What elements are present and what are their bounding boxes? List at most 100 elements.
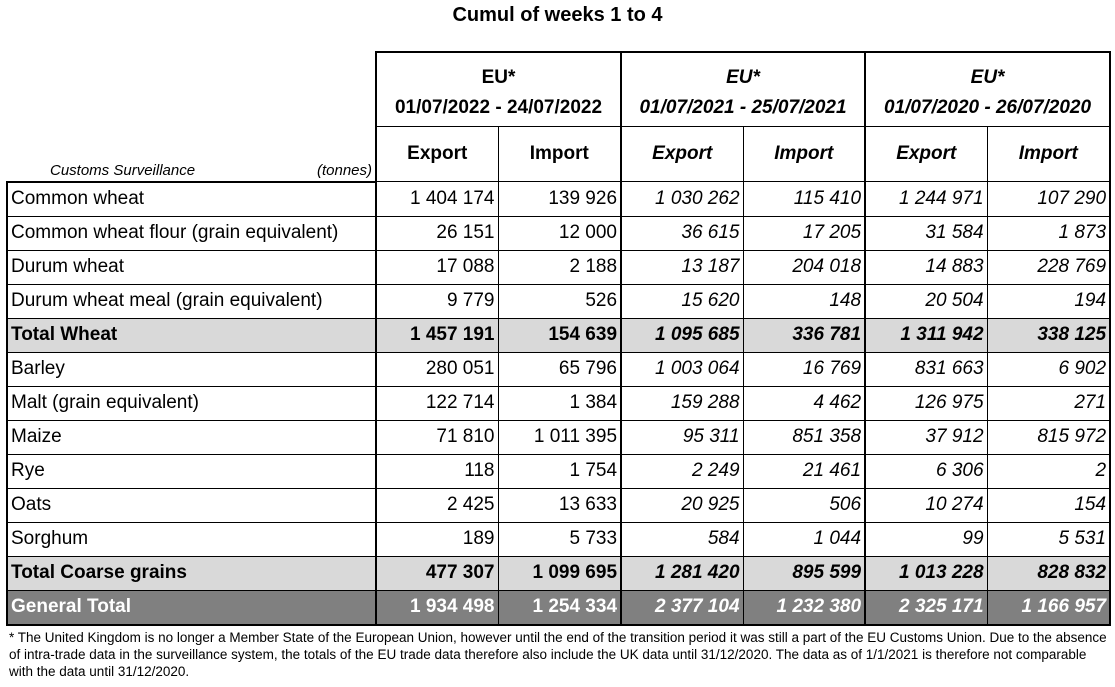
table-row: Durum wheat meal (grain equivalent) 9 779… (6, 283, 1112, 319)
import-value-cell: 154 639 (497, 317, 623, 353)
import-value-cell: 1 099 695 (497, 555, 623, 591)
import-value-cell: 154 (986, 487, 1112, 523)
export-value-cell: 36 615 (620, 215, 744, 251)
table-row: Malt (grain equivalent) 122 714 1 384 159 2… (6, 385, 1112, 421)
subtotal-row: Total Wheat 1 457 191 154 639 1 095 685 336 … (6, 317, 1112, 353)
export-value-cell: 2 249 (620, 453, 744, 489)
import-value-cell: 828 832 (986, 555, 1112, 591)
export-value-cell: 1 244 971 (864, 181, 988, 217)
row-label: Total Wheat (6, 317, 377, 353)
export-value-cell: 280 051 (375, 351, 499, 387)
column-header-import: Import (742, 126, 867, 182)
header-period: 01/07/2021 - 25/07/2021 (620, 89, 867, 127)
row-label: General Total (6, 589, 377, 626)
import-value-cell: 5 733 (497, 521, 623, 557)
import-value-cell: 139 926 (497, 181, 623, 217)
column-header-export: Export (864, 126, 988, 182)
import-value-cell: 1 873 (986, 215, 1112, 251)
export-value-cell: 584 (620, 521, 744, 557)
export-value-cell: 2 325 171 (864, 589, 988, 626)
header-blank-cell (7, 52, 377, 89)
export-value-cell: 13 187 (620, 249, 744, 285)
import-value-cell: 506 (742, 487, 867, 523)
import-value-cell: 526 (497, 283, 623, 319)
column-header-import: Import (497, 126, 623, 182)
import-value-cell: 16 769 (742, 351, 867, 387)
import-value-cell: 107 290 (986, 181, 1112, 217)
table-row: Sorghum 189 5 733 584 1 044 99 5 531 (6, 521, 1112, 557)
table-row: Durum wheat 17 088 2 188 13 187 204 018 14 88… (6, 249, 1112, 285)
export-value-cell: 1 095 685 (620, 317, 744, 353)
export-value-cell: 17 088 (375, 249, 499, 285)
export-value-cell: 20 925 (620, 487, 744, 523)
export-value-cell: 31 584 (864, 215, 988, 251)
import-value-cell: 65 796 (497, 351, 623, 387)
import-value-cell: 336 781 (742, 317, 867, 353)
export-value-cell: 1 013 228 (864, 555, 988, 591)
import-value-cell: 1 754 (497, 453, 623, 489)
header-group-label: EU* (620, 51, 867, 89)
export-value-cell: 1 311 942 (864, 317, 988, 353)
row-label: Common wheat (6, 181, 377, 217)
import-value-cell: 815 972 (986, 419, 1112, 455)
export-value-cell: 477 307 (375, 555, 499, 591)
unit-label: (tonnes) (316, 161, 372, 179)
export-value-cell: 1 457 191 (375, 317, 499, 353)
import-value-cell: 338 125 (986, 317, 1112, 353)
export-value-cell: 159 288 (620, 385, 744, 421)
row-label: Maize (6, 419, 377, 455)
import-value-cell: 895 599 (742, 555, 867, 591)
export-value-cell: 14 883 (864, 249, 988, 285)
column-header-export: Export (620, 126, 744, 182)
export-value-cell: 10 274 (864, 487, 988, 523)
import-value-cell: 2 188 (497, 249, 623, 285)
table-row: Maize 71 810 1 011 395 95 311 851 358 37 912 8… (6, 419, 1112, 455)
header-period: 01/07/2020 - 26/07/2020 (864, 89, 1112, 127)
table-row: Oats 2 425 13 633 20 925 506 10 274 154 (6, 487, 1112, 523)
import-value-cell: 4 462 (742, 385, 867, 421)
import-value-cell: 228 769 (986, 249, 1112, 285)
table-row: Rye 118 1 754 2 249 21 461 6 306 2 (6, 453, 1112, 489)
export-value-cell: 37 912 (864, 419, 988, 455)
header-blank-cell (7, 89, 377, 127)
row-label: Sorghum (6, 521, 377, 557)
import-value-cell: 21 461 (742, 453, 867, 489)
export-value-cell: 71 810 (375, 419, 499, 455)
import-value-cell: 1 232 380 (742, 589, 867, 626)
export-value-cell: 122 714 (375, 385, 499, 421)
import-value-cell: 1 254 334 (497, 589, 623, 626)
export-value-cell: 118 (375, 453, 499, 489)
export-value-cell: 1 030 262 (620, 181, 744, 217)
export-value-cell: 1 003 064 (620, 351, 744, 387)
import-value-cell: 148 (742, 283, 867, 319)
subtotal-row: Total Coarse grains 477 307 1 099 695 1 281… (6, 555, 1112, 591)
export-value-cell: 20 504 (864, 283, 988, 319)
table-row: Common wheat flour (grain equivalent) 26 … (6, 215, 1112, 251)
row-label: Durum wheat (6, 249, 377, 285)
row-label: Oats (6, 487, 377, 523)
import-value-cell: 1 166 957 (986, 589, 1112, 626)
import-value-cell: 1 044 (742, 521, 867, 557)
column-header-export: Export (375, 126, 499, 182)
import-value-cell: 2 (986, 453, 1112, 489)
import-value-cell: 1 384 (497, 385, 623, 421)
import-value-cell: 204 018 (742, 249, 867, 285)
import-value-cell: 1 011 395 (497, 419, 623, 455)
import-value-cell: 115 410 (742, 181, 867, 217)
grand-total-row: General Total 1 934 498 1 254 334 2 377 104… (6, 589, 1112, 626)
row-label: Malt (grain equivalent) (6, 385, 377, 421)
import-value-cell: 851 358 (742, 419, 867, 455)
page-title: Cumul of weeks 1 to 4 (452, 4, 663, 26)
export-value-cell: 26 151 (375, 215, 499, 251)
import-value-cell: 194 (986, 283, 1112, 319)
cereal-trade-table: EU* EU* EU* 01/07/2022 - 24/07/2022 01/0… (6, 51, 1112, 626)
header-period: 01/07/2022 - 24/07/2022 (374, 89, 623, 127)
export-value-cell: 189 (375, 521, 499, 557)
export-value-cell: 95 311 (620, 419, 744, 455)
row-label: Barley (6, 351, 377, 387)
row-label: Common wheat flour (grain equivalent) (6, 215, 377, 251)
header-group-label: EU* (374, 51, 623, 89)
import-value-cell: 13 633 (497, 487, 623, 523)
export-value-cell: 6 306 (864, 453, 988, 489)
export-value-cell: 1 404 174 (375, 181, 499, 217)
